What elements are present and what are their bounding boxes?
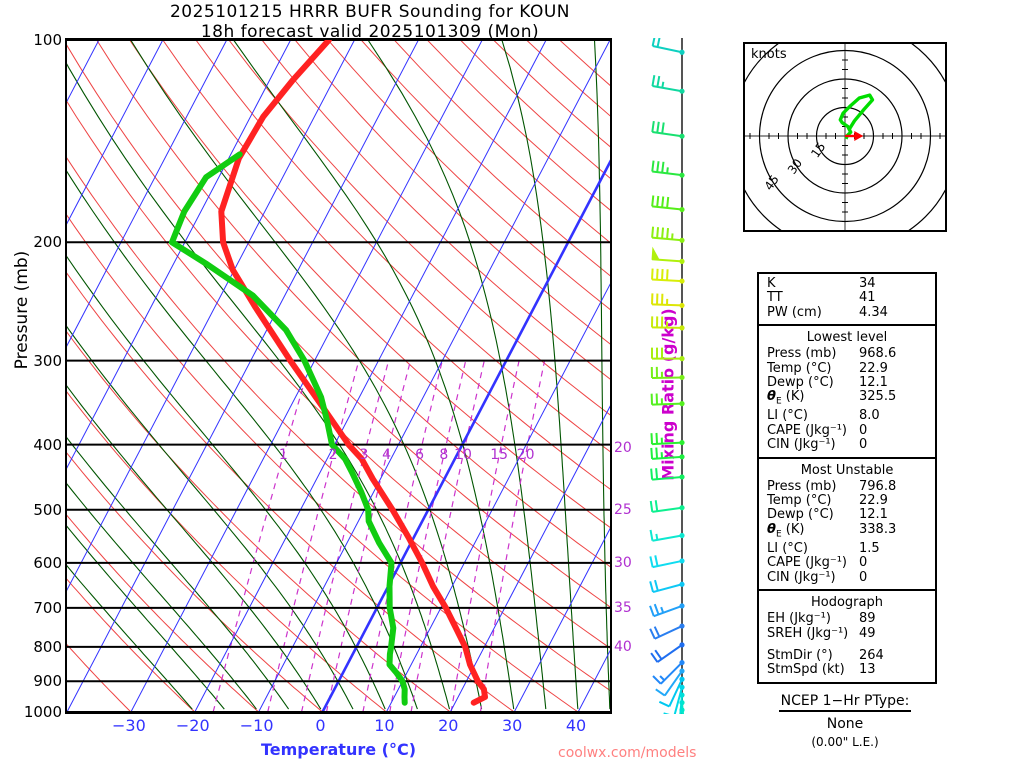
pressure-axis-label: Pressure (mb): [12, 250, 32, 370]
mixing-ratio-line-label-15: 15: [490, 447, 509, 464]
lowest-level-section: Lowest level Press (mb) 968.6 Temp (°C) 22.9…: [759, 326, 935, 459]
hodostat-row-0: EH (Jkg⁻¹) 89: [767, 611, 876, 627]
mixing-ratio-line-label-6: 6: [415, 447, 424, 464]
index-row-2: PW (cm) 4.34: [767, 304, 888, 320]
mu-row-3: θE (K) 338.3: [767, 521, 897, 540]
mixing-ratio-line-label-10: 10: [454, 447, 472, 464]
lowest-row-6: CIN (Jkg⁻¹) 0: [767, 437, 868, 453]
mixing-ratio-tick-30: 30: [614, 554, 632, 571]
temperature-tick--20: −20: [175, 716, 210, 735]
lowest-row-5: CAPE (Jkg⁻¹) 0: [767, 422, 868, 438]
ptype-block: NCEP 1−Hr PType: None (0.00" L.E.): [745, 690, 945, 749]
mixing-ratio-line-label-3: 3: [359, 447, 369, 464]
lowest-row-2: Dewp (°C) 12.1: [767, 375, 888, 391]
hodostat-row-1: SREH (Jkg⁻¹) 49: [767, 625, 876, 641]
temperature-tick-0: 0: [315, 716, 326, 735]
temperature-axis: −30 −20 −10 0 10 20 30 40: [65, 716, 612, 740]
mixing-ratio-line-label-1: 1: [278, 447, 288, 464]
mu-row-6: CIN (Jkg⁻¹) 0: [767, 569, 868, 585]
pressure-tick-400: 400: [33, 435, 62, 454]
wind-barb-column: [640, 35, 720, 742]
hodostat-row-3: StmDir (°) 264: [767, 647, 884, 663]
hodostat-row-4: StmSpd (kt) 13: [767, 662, 876, 678]
title-line-1: 2025101215 HRRR BUFR Sounding for KOUN: [169, 2, 571, 22]
pressure-tick-800: 800: [33, 637, 62, 656]
indices-section: K 34 TT 41 PW (cm) 4.34: [759, 274, 935, 327]
title-line-2: 18h forecast valid 2025101309 (Mon): [200, 22, 540, 42]
mu-row-0: Press (mb) 796.8: [767, 478, 897, 494]
temperature-tick-30: 30: [501, 716, 523, 735]
temperature-tick--10: −10: [239, 716, 274, 735]
watermark: coolwx.com/models: [558, 745, 697, 761]
hodograph-stats-section: Hodograph EH (Jkg⁻¹) 89 SREH (Jkg⁻¹) 49 StmDi…: [759, 591, 935, 682]
hodograph-panel: 15 30 45 knots: [730, 21, 960, 251]
mu-row-2: Dewp (°C) 12.1: [767, 507, 888, 523]
wind-barbs: [649, 35, 689, 742]
ptype-liquid-equivalent: (0.00" L.E.): [811, 735, 879, 749]
mu-row-1: Temp (°C) 22.9: [767, 493, 888, 509]
index-row-1: TT 41: [767, 290, 876, 306]
skewt-diagram: [67, 40, 610, 712]
mixing-ratio-tick-35: 35: [614, 599, 632, 616]
hodostat-title: Hodograph: [811, 595, 883, 611]
lowest-row-4: LI (°C) 8.0: [767, 408, 880, 424]
temperature-tick--30: −30: [111, 716, 146, 735]
lowest-row-0: Press (mb) 968.6: [767, 346, 897, 362]
index-row-0: K 34: [767, 276, 876, 291]
temperature-axis-label: Temperature (°C): [260, 740, 417, 759]
mixing-ratio-line-label-4: 4: [382, 447, 391, 464]
mu-row-4: LI (°C) 1.5: [767, 540, 880, 556]
skewt-plot-area: 1 2 3 4 6 8 10 15 20: [65, 38, 612, 714]
mixing-ratio-tick-20: 20: [614, 440, 632, 457]
pressure-axis: 100 200 300 400 500 600 700 800 900 1000: [0, 31, 62, 721]
mixing-ratio-tick-25: 25: [614, 501, 632, 518]
chart-title-block: 2025101215 HRRR BUFR Sounding for KOUN 1…: [0, 2, 740, 42]
most-unstable-section: Most Unstable Press (mb) 796.8 Temp (°C) 22.…: [759, 459, 935, 592]
pressure-tick-600: 600: [33, 553, 62, 572]
pressure-tick-300: 300: [33, 351, 62, 370]
mixing-ratio-tick-40: 40: [614, 638, 632, 655]
parameters-table: K 34 TT 41 PW (cm) 4.34 Lowest level Press (mb…: [757, 272, 937, 684]
mixing-ratio-line-label-2: 2: [328, 447, 338, 464]
lowest-row-3: θE (K) 325.5: [767, 389, 897, 408]
mu-row-5: CAPE (Jkg⁻¹) 0: [767, 555, 868, 571]
temperature-tick-40: 40: [565, 716, 587, 735]
pressure-tick-500: 500: [33, 500, 62, 519]
pressure-tick-100: 100: [33, 31, 62, 49]
mu-title: Most Unstable: [800, 462, 894, 478]
lowest-title: Lowest level: [806, 330, 888, 346]
lowest-row-1: Temp (°C) 22.9: [767, 360, 888, 376]
mixing-ratio-line-label-8: 8: [439, 447, 449, 464]
pressure-tick-200: 200: [33, 233, 62, 252]
hodograph-units-label: knots: [751, 47, 787, 62]
ptype-heading: NCEP 1−Hr PType:: [778, 693, 912, 712]
pressure-tick-700: 700: [33, 598, 62, 617]
mixing-ratio-axis: 20 25 30 35 40: [612, 38, 658, 714]
mixing-ratio-line-label-20: 20: [516, 447, 535, 464]
temperature-tick-10: 10: [374, 716, 395, 735]
temperature-tick-20: 20: [438, 716, 459, 735]
ptype-value: None: [826, 716, 864, 732]
pressure-tick-900: 900: [33, 672, 62, 691]
pressure-tick-1000: 1000: [23, 703, 62, 721]
